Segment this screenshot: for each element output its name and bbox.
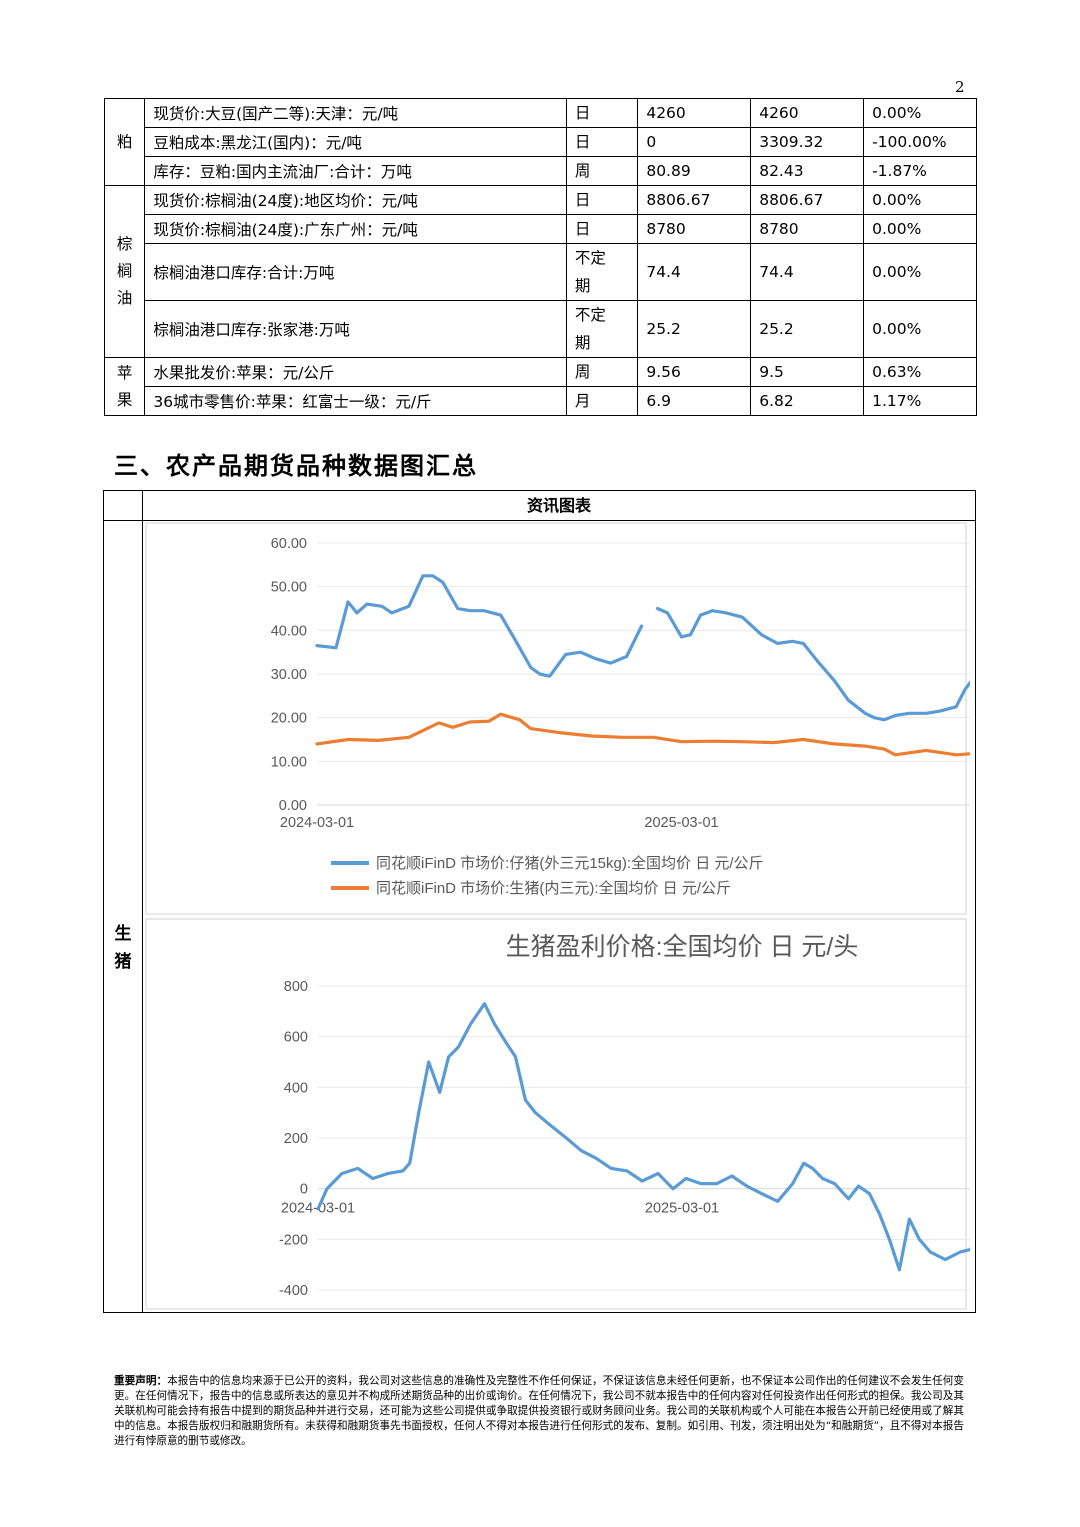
indicator-name-cell: 棕榈油港口库存:张家港:万吨	[144, 300, 567, 358]
change-cell: 0.00%	[863, 185, 977, 215]
y-tick-label: -200	[279, 1232, 308, 1248]
previous-value-cell: 3309.32	[750, 127, 865, 157]
indicator-name-cell: 豆粕成本:黑龙江(国内)：元/吨	[144, 127, 567, 157]
indicator-name-cell: 现货价:棕榈油(24度):广东广州：元/吨	[144, 214, 567, 244]
y-tick-label: -400	[279, 1283, 308, 1299]
y-tick-label: 10.00	[271, 754, 307, 770]
previous-value-cell: 8806.67	[750, 185, 865, 215]
change-cell: -100.00%	[863, 127, 977, 157]
piglet-hog-price-chart: 0.00 10.00 20.00 30.00 40.00 50.00 60.00 2024-0…	[145, 522, 970, 915]
frequency-cell: 日	[565, 214, 639, 244]
change-cell: 0.00%	[863, 214, 977, 244]
chart-section-header: 资讯图表	[142, 491, 975, 521]
disclaimer-label: 重要声明：	[114, 1375, 168, 1387]
series-line-1	[315, 574, 970, 722]
chart-section: 资讯图表 生 猪 0.00 10.00 20.00 30.00 40.00 50.00 60…	[103, 490, 976, 1313]
latest-value-cell: 4260	[637, 98, 752, 128]
table-row: 棕 榈 油现货价:棕榈油(24度):地区均价：元/吨日 8806.67 8806.6…	[103, 185, 977, 358]
y-tick-label: 600	[284, 1030, 308, 1046]
chart-frame	[145, 522, 967, 915]
x-tick-label: 2024-03-01	[280, 815, 354, 831]
indicator-name-cell: 水果批发价:苹果：元/公斤	[144, 357, 567, 387]
chart-title: 生猪盈利价格:全国均价 日 元/头	[506, 933, 859, 961]
frequency-cell: 不定 期	[565, 243, 639, 301]
price-table: 粕现货价:大豆(国产二等):天津：元/吨日 4260 4260 0.00% 豆粕成本:黑…	[103, 98, 977, 416]
table-row: 现货价:棕榈油(24度):广东广州：元/吨日 8780 8780 0.00%	[105, 214, 977, 244]
price-table-body: 粕现货价:大豆(国产二等):天津：元/吨日 4260 4260 0.00% 豆粕成本:黑…	[103, 98, 977, 416]
y-tick-label: 0.00	[279, 798, 307, 814]
y-tick-label: 400	[284, 1080, 308, 1096]
frequency-cell: 日	[565, 98, 639, 128]
latest-value-cell: 8806.67	[637, 185, 752, 215]
y-tick-label: 20.00	[271, 711, 307, 727]
previous-value-cell: 82.43	[750, 156, 865, 186]
table-row: 36城市零售价:苹果：红富士一级：元/斤月 6.9 6.82 1.17%	[105, 386, 977, 416]
frequency-cell: 月	[565, 386, 639, 416]
latest-value-cell: 9.56	[637, 357, 752, 387]
table-row: 苹 果水果批发价:苹果：元/公斤周 9.56 9.5 0.63%	[103, 357, 977, 416]
hog-profit-chart: 生猪盈利价格:全国均价 日 元/头 -400 -200 0 200 400 600 800 20…	[145, 918, 970, 1310]
disclaimer-text: 本报告中的信息均来源于已公开的资料，我公司对这些信息的准确性及完整性不作任何保证…	[114, 1375, 965, 1447]
indicator-name-cell: 现货价:棕榈油(24度):地区均价：元/吨	[144, 185, 567, 215]
previous-value-cell: 9.5	[750, 357, 865, 387]
y-tick-label: 800	[284, 979, 308, 995]
frequency-cell: 不定 期	[565, 300, 639, 358]
y-tick-label: 0	[300, 1182, 308, 1198]
indicator-name-cell: 36城市零售价:苹果：红富士一级：元/斤	[144, 386, 567, 416]
table-row: 棕榈油港口库存:合计:万吨 不定 期 74.4 74.4 0.00%	[105, 243, 977, 301]
change-cell: 0.63%	[863, 357, 977, 387]
indicator-name-cell: 库存：豆粕:国内主流油厂:合计：万吨	[144, 156, 567, 186]
legend-entry: 同花顺iFinD 市场价:生猪(内三元):全国均价 日 元/公斤	[376, 879, 731, 897]
legend-entry: 同花顺iFinD 市场价:仔猪(外三元15kg):全国均价 日 元/公斤	[376, 854, 764, 872]
chart-section-category-cell: 生 猪	[104, 520, 143, 1312]
indicator-name-cell: 现货价:大豆(国产二等):天津：元/吨	[144, 98, 567, 128]
series-line-1	[316, 1002, 970, 1272]
category-cell: 棕 榈 油	[103, 185, 146, 358]
change-cell: 0.00%	[863, 300, 977, 358]
frequency-cell: 周	[565, 156, 639, 186]
x-tick-label: 2025-03-01	[645, 1201, 719, 1217]
previous-value-cell: 6.82	[750, 386, 865, 416]
chart-frame	[145, 918, 967, 1310]
frequency-cell: 日	[565, 185, 639, 215]
chart-section-corner	[104, 491, 142, 521]
change-cell: 0.00%	[863, 98, 977, 128]
frequency-cell: 周	[565, 357, 639, 387]
page-number: 2	[955, 78, 965, 96]
y-tick-label: 200	[284, 1131, 308, 1147]
y-tick-label: 40.00	[271, 623, 307, 639]
disclaimer: 重要声明：本报告中的信息均来源于已公开的资料，我公司对这些信息的准确性及完整性不…	[114, 1374, 964, 1449]
frequency-cell: 日	[565, 127, 639, 157]
y-tick-label: 50.00	[271, 580, 307, 596]
indicator-name-cell: 棕榈油港口库存:合计:万吨	[144, 243, 567, 301]
latest-value-cell: 25.2	[637, 300, 752, 358]
latest-value-cell: 6.9	[637, 386, 752, 416]
previous-value-cell: 74.4	[750, 243, 865, 301]
previous-value-cell: 4260	[750, 98, 865, 128]
change-cell: 0.00%	[863, 243, 977, 301]
change-cell: -1.87%	[863, 156, 977, 186]
latest-value-cell: 80.89	[637, 156, 752, 186]
previous-value-cell: 8780	[750, 214, 865, 244]
series-line-2	[315, 712, 970, 757]
table-row: 粕现货价:大豆(国产二等):天津：元/吨日 4260 4260 0.00%	[103, 98, 977, 186]
x-tick-label: 2025-03-01	[644, 815, 718, 831]
category-cell: 粕	[103, 98, 146, 186]
previous-value-cell: 25.2	[750, 300, 865, 358]
chart-section-category: 生 猪	[114, 924, 132, 972]
latest-value-cell: 74.4	[637, 243, 752, 301]
y-tick-label: 60.00	[271, 536, 307, 552]
category-cell: 苹 果	[103, 357, 146, 416]
y-tick-label: 30.00	[271, 667, 307, 683]
change-cell: 1.17%	[863, 386, 977, 416]
section-title: 三、农产品期货品种数据图汇总	[114, 451, 478, 480]
table-row: 库存：豆粕:国内主流油厂:合计：万吨周 80.89 82.43 -1.87%	[105, 156, 977, 186]
latest-value-cell: 0	[637, 127, 752, 157]
latest-value-cell: 8780	[637, 214, 752, 244]
table-row: 豆粕成本:黑龙江(国内)：元/吨日 0 3309.32 -100.00%	[105, 127, 977, 157]
table-row: 棕榈油港口库存:张家港:万吨 不定 期 25.2 25.2 0.00%	[105, 300, 977, 358]
